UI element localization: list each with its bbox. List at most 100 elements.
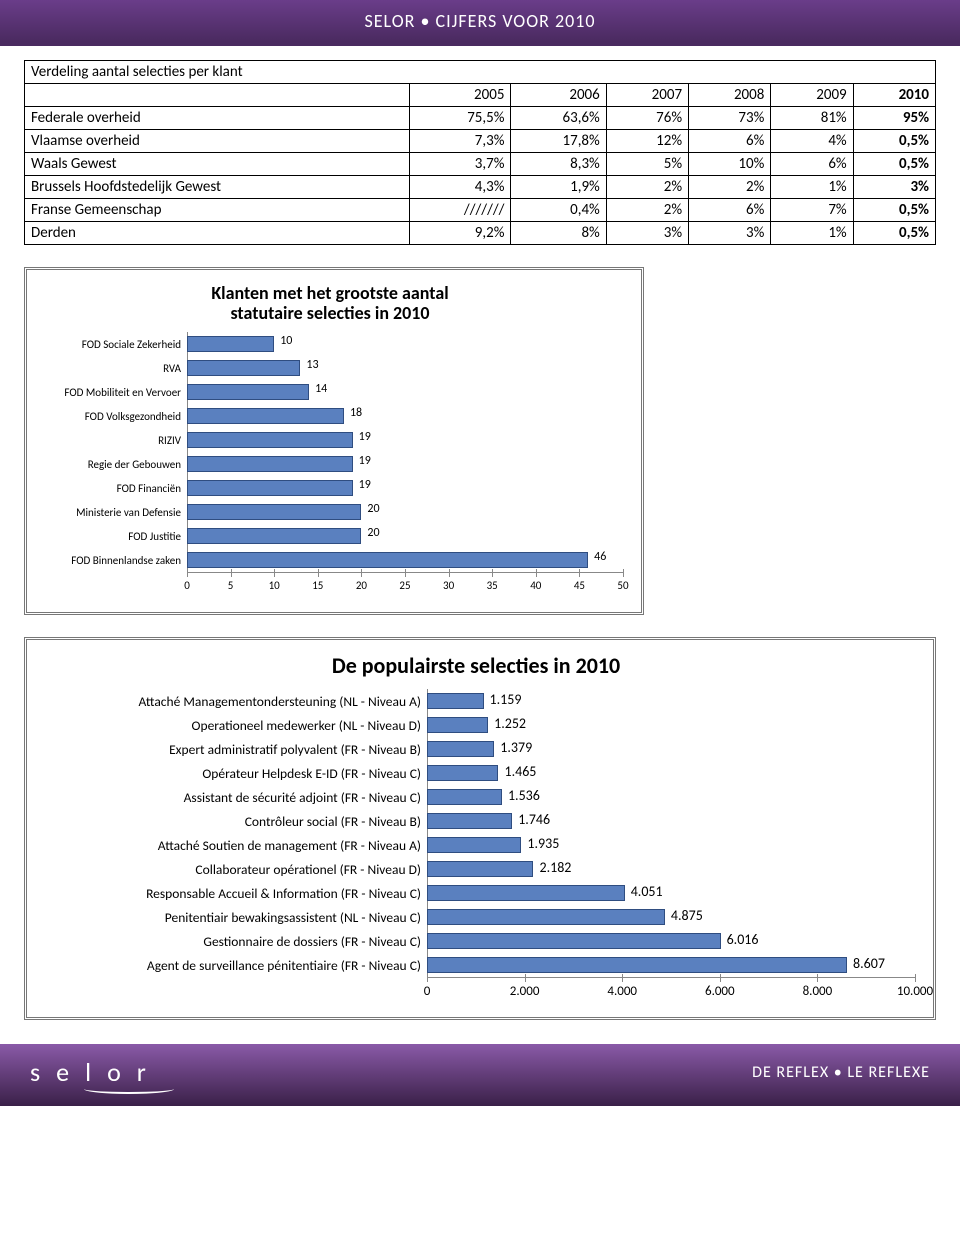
axis-tick <box>187 569 188 577</box>
chart-bar <box>427 765 498 781</box>
table-cell: 12% <box>606 130 688 153</box>
table-cell: 0,5% <box>853 222 935 245</box>
axis-tick-label: 2.000 <box>510 984 540 999</box>
table-cell: 6% <box>689 199 771 222</box>
table-year-header: 2007 <box>606 84 688 107</box>
selection-distribution-table: Verdeling aantal selecties per klant 200… <box>24 60 936 245</box>
axis-tick-label: 45 <box>574 579 585 592</box>
chart-bar <box>187 528 361 544</box>
axis-tick <box>318 569 319 577</box>
table-cell: 6% <box>689 130 771 153</box>
axis-tick-label: 6.000 <box>705 984 735 999</box>
table-row: Vlaamse overheid7,3%17,8%12%6%4%0,5% <box>25 130 936 153</box>
chart-bar-value: 4.875 <box>671 907 703 924</box>
chart-bar-area: 1.465 <box>427 761 915 785</box>
chart-bar-row: FOD Mobiliteit en Vervoer14 <box>37 380 623 404</box>
chart-bar-row: Agent de surveillance pénitentiaire (FR … <box>37 953 915 977</box>
table-cell: 1% <box>771 176 853 199</box>
axis-tick-label: 50 <box>617 579 628 592</box>
chart-bar-area: 6.016 <box>427 929 915 953</box>
header-title: SELOR • CIJFERS VOOR 2010 <box>365 10 596 32</box>
table-empty-header <box>25 84 410 107</box>
table-row-label: Waals Gewest <box>25 153 410 176</box>
axis-tick <box>449 569 450 577</box>
chart-bar <box>187 384 309 400</box>
table-cell: 0,5% <box>853 153 935 176</box>
chart-bar-area: 1.159 <box>427 689 915 713</box>
chart-bar <box>187 480 353 496</box>
axis-tick <box>622 974 623 982</box>
axis-tick <box>274 569 275 577</box>
chart2-x-axis: 02.0004.0006.0008.00010.000 <box>427 977 915 1005</box>
chart-top-clients: Klanten met het grootste aantal statutai… <box>24 267 644 615</box>
chart-bar-area: 1.252 <box>427 713 915 737</box>
axis-tick-label: 4.000 <box>607 984 637 999</box>
table-row: Franse Gemeenschap///////0,4%2%6%7%0,5% <box>25 199 936 222</box>
table-cell: 76% <box>606 107 688 130</box>
chart-bar-value: 20 <box>367 526 379 540</box>
axis-tick-label: 30 <box>443 579 454 592</box>
chart-bar-value: 1.379 <box>500 739 532 756</box>
chart-bar-area: 13 <box>187 356 623 380</box>
chart-category-label: Regie der Gebouwen <box>37 458 187 471</box>
chart-bar-value: 1.252 <box>494 715 526 732</box>
chart2-axis-pad <box>37 977 427 1005</box>
chart-bar-value: 10 <box>280 334 292 348</box>
chart-bar-value: 13 <box>306 358 318 372</box>
chart-category-label: FOD Mobiliteit en Vervoer <box>37 386 187 399</box>
table-title: Verdeling aantal selecties per klant <box>25 61 936 84</box>
chart-bar-value: 8.607 <box>853 955 885 972</box>
axis-tick-label: 35 <box>487 579 498 592</box>
chart-bar-value: 1.536 <box>508 787 540 804</box>
chart-bar-value: 1.159 <box>490 691 522 708</box>
chart-bar <box>427 789 502 805</box>
table-header-row: 200520062007200820092010 <box>25 84 936 107</box>
table-row: Federale overheid75,5%63,6%76%73%81%95% <box>25 107 936 130</box>
axis-tick-label: 0 <box>184 579 190 592</box>
chart-bar-area: 1.935 <box>427 833 915 857</box>
chart-bar-row: Attaché Managementondersteuning (NL - Ni… <box>37 689 915 713</box>
table-row-label: Franse Gemeenschap <box>25 199 410 222</box>
chart-category-label: Penitentiair bewakingsassistent (NL - Ni… <box>37 909 427 926</box>
table-cell: 95% <box>853 107 935 130</box>
chart-bar-value: 1.935 <box>527 835 559 852</box>
axis-tick <box>405 569 406 577</box>
table-cell: 8,3% <box>511 153 606 176</box>
table-row: Brussels Hoofdstedelijk Gewest4,3%1,9%2%… <box>25 176 936 199</box>
axis-tick-label: 5 <box>228 579 234 592</box>
footer-logo: selor <box>30 1056 162 1088</box>
chart-bar-value: 4.051 <box>631 883 663 900</box>
table-cell: 3% <box>606 222 688 245</box>
table-year-header: 2010 <box>853 84 935 107</box>
chart-category-label: Expert administratif polyvalent (FR - Ni… <box>37 741 427 758</box>
table-row-label: Federale overheid <box>25 107 410 130</box>
chart1-x-axis: 05101520253035404550 <box>187 572 623 600</box>
chart-bar-area: 8.607 <box>427 953 915 977</box>
footer-logo-text: selor <box>30 1056 162 1088</box>
chart-bar <box>427 717 488 733</box>
chart-bar-row: Penitentiair bewakingsassistent (NL - Ni… <box>37 905 915 929</box>
axis-tick <box>361 569 362 577</box>
axis-tick-label: 20 <box>356 579 367 592</box>
chart-bar <box>187 336 274 352</box>
table-cell: 0,5% <box>853 130 935 153</box>
chart-category-label: Contrôleur social (FR - Niveau B) <box>37 813 427 830</box>
table-year-header: 2005 <box>409 84 511 107</box>
chart-bar-value: 2.182 <box>539 859 571 876</box>
table-cell: 0,4% <box>511 199 606 222</box>
chart-category-label: FOD Justitie <box>37 530 187 543</box>
chart-bar-area: 19 <box>187 428 623 452</box>
table-cell: 4,3% <box>409 176 511 199</box>
page-footer: selor DE REFLEX • LE REFLEXE <box>0 1044 960 1106</box>
page-content: Verdeling aantal selecties per klant 200… <box>0 46 960 1030</box>
chart-bar-row: Responsable Accueil & Information (FR - … <box>37 881 915 905</box>
table-cell: 3% <box>689 222 771 245</box>
table-cell: 2% <box>689 176 771 199</box>
chart-category-label: Ministerie van Defensie <box>37 506 187 519</box>
chart-bar-value: 19 <box>359 430 371 444</box>
chart-bar-row: FOD Sociale Zekerheid10 <box>37 332 623 356</box>
chart-bar <box>427 957 847 973</box>
chart-bar-area: 1.379 <box>427 737 915 761</box>
chart-bar <box>187 504 361 520</box>
chart-bar-area: 4.875 <box>427 905 915 929</box>
